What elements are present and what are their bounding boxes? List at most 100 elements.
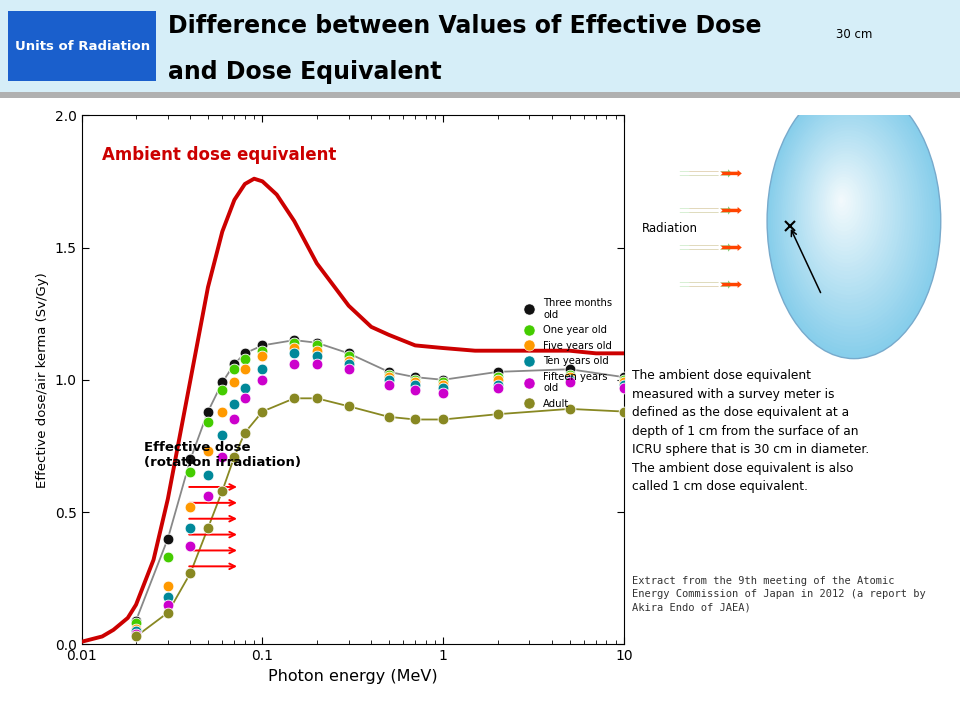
Point <box>381 369 396 380</box>
Point <box>129 631 144 642</box>
Point <box>129 626 144 637</box>
Point <box>562 403 577 415</box>
Ellipse shape <box>785 112 916 319</box>
Point <box>182 467 198 478</box>
Point <box>490 372 505 383</box>
Point <box>381 411 396 423</box>
Ellipse shape <box>823 171 866 240</box>
Point <box>237 392 252 404</box>
Point <box>309 340 324 351</box>
Point <box>381 379 396 391</box>
Point <box>215 406 230 418</box>
Point <box>381 372 396 383</box>
Point <box>254 364 270 375</box>
Point <box>286 348 301 359</box>
Point <box>490 379 505 391</box>
Point <box>616 382 632 394</box>
Ellipse shape <box>807 148 886 271</box>
Point <box>129 618 144 629</box>
Ellipse shape <box>799 133 899 291</box>
Point <box>436 387 451 399</box>
Point <box>227 398 242 410</box>
Text: 30 cm: 30 cm <box>836 28 872 41</box>
Point <box>160 580 176 592</box>
Point <box>309 345 324 356</box>
Point <box>562 377 577 388</box>
Point <box>254 340 270 351</box>
Point <box>490 366 505 377</box>
Point <box>215 377 230 388</box>
Ellipse shape <box>821 168 869 243</box>
Point <box>201 469 216 481</box>
Point <box>286 337 301 348</box>
Ellipse shape <box>830 182 856 224</box>
Point <box>616 379 632 391</box>
Point <box>407 379 422 391</box>
Ellipse shape <box>801 136 896 287</box>
Point <box>227 377 242 388</box>
Point <box>341 364 356 375</box>
Ellipse shape <box>839 197 844 204</box>
Text: Ambient dose equivalent: Ambient dose equivalent <box>102 146 337 164</box>
Point <box>286 392 301 404</box>
Point <box>309 337 324 348</box>
Point <box>381 366 396 377</box>
Point <box>182 541 198 552</box>
Text: Radiation: Radiation <box>641 222 698 235</box>
Point <box>182 567 198 579</box>
Point <box>215 430 230 441</box>
X-axis label: Photon energy (MeV): Photon energy (MeV) <box>268 669 438 684</box>
Point <box>341 348 356 359</box>
Text: Difference between Values of Effective Dose: Difference between Values of Effective D… <box>168 14 761 38</box>
Point <box>341 400 356 412</box>
Point <box>616 374 632 386</box>
Ellipse shape <box>819 165 871 248</box>
Point <box>160 599 176 611</box>
Point <box>436 382 451 394</box>
Point <box>407 374 422 386</box>
Point <box>562 369 577 380</box>
Point <box>286 342 301 354</box>
Ellipse shape <box>806 145 888 275</box>
Point <box>227 364 242 375</box>
Point <box>616 377 632 388</box>
Ellipse shape <box>835 191 849 212</box>
Ellipse shape <box>775 95 931 343</box>
Ellipse shape <box>831 185 853 220</box>
Ellipse shape <box>777 98 928 339</box>
Point <box>254 345 270 356</box>
Point <box>490 382 505 394</box>
Point <box>309 350 324 361</box>
Ellipse shape <box>795 127 903 299</box>
Point <box>286 334 301 346</box>
Point <box>129 615 144 626</box>
Ellipse shape <box>780 104 924 331</box>
Point <box>381 374 396 386</box>
Ellipse shape <box>789 118 911 311</box>
Ellipse shape <box>809 150 883 267</box>
Ellipse shape <box>783 109 919 323</box>
Point <box>182 454 198 465</box>
Ellipse shape <box>837 194 846 208</box>
Text: and Dose Equivalent: and Dose Equivalent <box>168 60 442 84</box>
Y-axis label: Effective dose/air kerma (Sv/Gy): Effective dose/air kerma (Sv/Gy) <box>36 272 49 487</box>
Point <box>562 372 577 383</box>
Point <box>201 522 216 534</box>
Point <box>237 382 252 394</box>
Point <box>490 408 505 420</box>
Ellipse shape <box>813 156 878 259</box>
Point <box>227 451 242 462</box>
Ellipse shape <box>811 153 881 264</box>
Point <box>254 350 270 361</box>
Ellipse shape <box>771 89 936 351</box>
Point <box>436 414 451 426</box>
Point <box>215 384 230 396</box>
Point <box>215 451 230 462</box>
Ellipse shape <box>767 84 941 359</box>
Point <box>129 623 144 634</box>
Point <box>129 628 144 639</box>
Point <box>562 374 577 386</box>
Ellipse shape <box>828 179 858 228</box>
Ellipse shape <box>803 139 894 283</box>
Point <box>341 358 356 369</box>
